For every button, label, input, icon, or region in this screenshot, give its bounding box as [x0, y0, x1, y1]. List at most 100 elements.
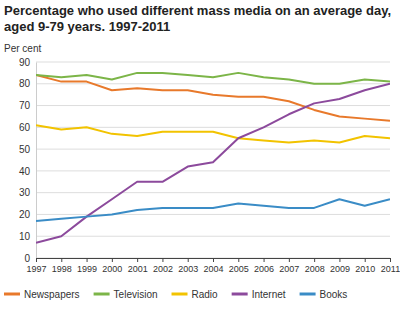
y-tick-label: 30	[19, 187, 31, 198]
x-tick-mark	[289, 258, 290, 262]
y-tick: 30	[19, 187, 36, 198]
series-line	[36, 84, 390, 243]
legend-label: Internet	[252, 289, 286, 300]
x-tick-mark	[112, 258, 113, 262]
x-tick-mark	[339, 258, 340, 262]
y-tick-label: 50	[19, 144, 31, 155]
x-tick: 1998	[52, 258, 72, 274]
x-tick-label: 2001	[128, 264, 148, 274]
x-tick-mark	[162, 258, 163, 262]
x-tick-mark	[137, 258, 138, 262]
legend-swatch	[300, 293, 316, 296]
y-tick: 60	[19, 122, 36, 133]
y-axis: 0 10 20 30 40 50 60 70 80 90	[19, 57, 37, 264]
legend-label: Books	[320, 289, 348, 300]
x-tick-label: 2008	[305, 264, 325, 274]
x-tick-mark	[264, 258, 265, 262]
legend-swatch	[172, 293, 188, 296]
x-tick-label: 2006	[254, 264, 274, 274]
x-tick-label: 2002	[153, 264, 173, 274]
chart-title: aged 9-79 years. 1997-2011	[4, 19, 170, 34]
legend-item: Radio	[172, 289, 219, 300]
x-tick: 2000	[102, 258, 122, 274]
x-tick: 2006	[254, 258, 274, 274]
y-tick: 80	[19, 78, 36, 89]
legend-swatch	[232, 293, 248, 296]
x-tick-mark	[87, 258, 88, 262]
y-tick: 0	[24, 253, 36, 264]
x-tick-label: 2011	[381, 264, 400, 274]
x-tick: 2003	[178, 258, 198, 274]
x-tick: 2004	[203, 258, 223, 274]
y-axis-line	[36, 63, 37, 259]
grid-line	[36, 236, 390, 237]
y-tick: 20	[19, 209, 36, 220]
plot-area	[36, 73, 390, 243]
x-axis: 1997 1998 1999 2000 2001 2002 2003 2004 2005 2006…	[26, 258, 400, 274]
chart-title: Percentage who used different mass media…	[4, 3, 391, 18]
y-axis-title: Per cent	[4, 43, 41, 54]
y-tick-label: 0	[24, 253, 30, 264]
y-tick: 90	[19, 57, 36, 68]
series-line	[36, 199, 390, 221]
x-axis-line	[37, 259, 391, 263]
x-tick-label: 2004	[203, 264, 223, 274]
y-tick: 70	[19, 100, 36, 111]
legend-label: Newspapers	[24, 289, 80, 300]
x-tick: 2005	[229, 258, 249, 274]
series-line	[36, 73, 390, 84]
x-tick: 2002	[153, 258, 173, 274]
y-tick-label: 90	[19, 57, 31, 68]
y-tick-label: 40	[19, 166, 31, 177]
x-tick-label: 1997	[26, 264, 46, 274]
legend-item: Newspapers	[4, 289, 80, 300]
y-tick: 10	[19, 231, 36, 242]
x-tick-label: 2000	[102, 264, 122, 274]
x-tick-label: 2010	[355, 264, 375, 274]
grid-line	[36, 170, 390, 171]
grid-line	[36, 192, 390, 193]
y-tick-label: 20	[19, 209, 31, 220]
legend-item: Books	[300, 289, 348, 300]
x-tick-mark	[238, 258, 239, 262]
x-tick: 2011	[381, 258, 400, 274]
x-tick-mark	[365, 258, 366, 262]
x-tick: 2001	[128, 258, 148, 274]
legend-label: Radio	[192, 289, 219, 300]
x-tick: 2010	[355, 258, 375, 274]
legend-swatch	[4, 293, 20, 296]
x-tick: 1997	[26, 258, 46, 274]
legend-item: Television	[94, 289, 158, 300]
y-tick-label: 70	[19, 100, 31, 111]
x-tick-label: 2003	[178, 264, 198, 274]
y-tick-label: 10	[19, 231, 31, 242]
grid-line	[36, 62, 390, 63]
legend-label: Television	[114, 289, 158, 300]
x-tick-mark	[188, 258, 189, 262]
series-line	[36, 75, 390, 121]
x-tick-label: 2005	[229, 264, 249, 274]
series-line	[36, 125, 390, 142]
x-tick-label: 1998	[52, 264, 72, 274]
x-tick: 2009	[330, 258, 350, 274]
x-tick: 2007	[279, 258, 299, 274]
x-tick-mark	[36, 258, 37, 262]
legend-item: Internet	[232, 289, 286, 300]
y-tick: 50	[19, 144, 36, 155]
x-tick-mark	[61, 258, 62, 262]
x-tick-mark	[213, 258, 214, 262]
x-tick-mark	[314, 258, 315, 262]
x-tick-mark	[390, 258, 391, 262]
grid	[36, 62, 390, 258]
x-tick: 1999	[77, 258, 97, 274]
legend: Newspapers Television Radio Internet Books	[4, 289, 347, 300]
x-tick: 2008	[305, 258, 325, 274]
y-tick: 40	[19, 166, 36, 177]
chart-container: Percentage who used different mass media…	[0, 0, 400, 320]
y-tick-label: 60	[19, 122, 31, 133]
y-tick-label: 80	[19, 78, 31, 89]
chart-svg: Percentage who used different mass media…	[0, 0, 400, 320]
grid-line	[36, 149, 390, 150]
grid-line	[36, 105, 390, 106]
x-tick-label: 1999	[77, 264, 97, 274]
